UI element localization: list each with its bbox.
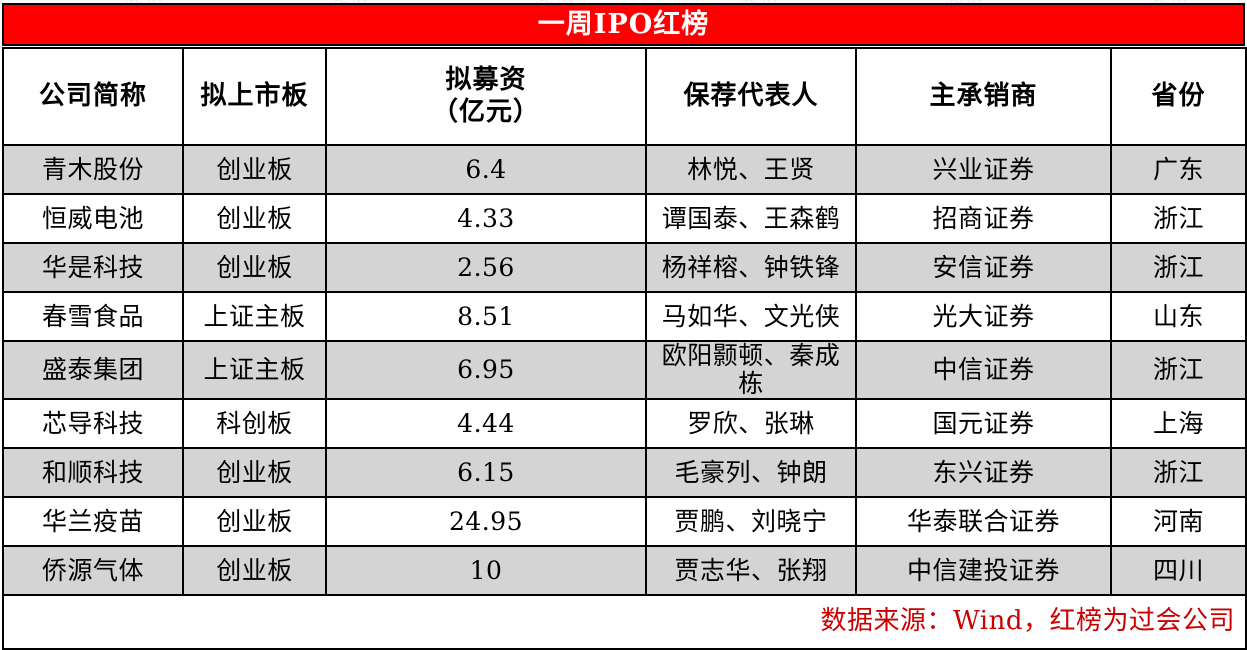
cell-sponsors: 杨祥榕、钟铁锋 [645, 242, 858, 293]
cell-company: 华是科技 [2, 242, 184, 293]
cell-amount: 6.15 [324, 447, 648, 498]
cell-company: 青木股份 [2, 144, 184, 195]
table-row: 芯导科技 科创板 4.44 罗欣、张琳 国元证券 上海 [2, 398, 1247, 449]
cell-province: 河南 [1110, 496, 1247, 547]
cell-board: 上证主板 [182, 291, 327, 342]
table-row: 和顺科技 创业板 6.15 毛豪列、钟朗 东兴证券 浙江 [2, 447, 1247, 498]
table-row: 恒威电池 创业板 4.33 谭国泰、王森鹤 招商证券 浙江 [2, 193, 1247, 244]
cell-board: 创业板 [182, 447, 327, 498]
cell-company: 芯导科技 [2, 398, 184, 449]
cell-sponsors: 欧阳颢顿、秦成栋 [645, 340, 858, 400]
table-row: 盛泰集团 上证主板 6.95 欧阳颢顿、秦成栋 中信证券 浙江 [2, 340, 1247, 400]
cell-sponsors: 罗欣、张琳 [645, 398, 858, 449]
cell-underwriter: 招商证券 [855, 193, 1113, 244]
cell-underwriter: 国元证券 [855, 398, 1113, 449]
cell-company: 春雪食品 [2, 291, 184, 342]
cell-sponsors: 贾志华、张翔 [645, 545, 858, 596]
column-header-province: 省份 [1110, 47, 1247, 146]
cell-sponsors: 毛豪列、钟朗 [645, 447, 858, 498]
cell-amount: 24.95 [324, 496, 648, 547]
cell-province: 四川 [1110, 545, 1247, 596]
cell-underwriter: 华泰联合证券 [855, 496, 1113, 547]
cell-province: 山东 [1110, 291, 1247, 342]
cell-underwriter: 中信证券 [855, 340, 1113, 400]
column-header-board: 拟上市板 [182, 47, 327, 146]
cell-sponsors: 林悦、王贤 [645, 144, 858, 195]
cell-board: 创业板 [182, 193, 327, 244]
ipo-data-table: 公司简称 拟上市板 拟募资 （亿元） 保荐代表人 主承销商 省份 青木股份 创业板… [1, 47, 1247, 650]
cell-province: 广东 [1110, 144, 1247, 195]
page-title: 一周IPO红榜 [537, 9, 710, 40]
table-row: 青木股份 创业板 6.4 林悦、王贤 兴业证券 广东 [2, 144, 1247, 195]
cell-board: 创业板 [182, 144, 327, 195]
cell-province: 浙江 [1110, 242, 1247, 293]
table-row: 华兰疫苗 创业板 24.95 贾鹏、刘晓宁 华泰联合证券 河南 [2, 496, 1247, 547]
table-row: 春雪食品 上证主板 8.51 马如华、文光侠 光大证券 山东 [2, 291, 1247, 342]
header-row: 公司简称 拟上市板 拟募资 （亿元） 保荐代表人 主承销商 省份 [2, 47, 1247, 146]
cell-underwriter: 光大证券 [855, 291, 1113, 342]
column-header-amount-line1: 拟募资 [445, 64, 527, 95]
cell-amount: 6.95 [324, 340, 648, 400]
cell-sponsors: 谭国泰、王森鹤 [645, 193, 858, 244]
cell-underwriter: 中信建投证券 [855, 545, 1113, 596]
cell-amount: 8.51 [324, 291, 648, 342]
table-header: 公司简称 拟上市板 拟募资 （亿元） 保荐代表人 主承销商 省份 [2, 47, 1247, 146]
cell-province: 浙江 [1110, 447, 1247, 498]
cell-amount: 10 [324, 545, 648, 596]
cell-underwriter: 安信证券 [855, 242, 1113, 293]
cell-amount: 4.44 [324, 398, 648, 449]
cell-province: 浙江 [1110, 340, 1247, 400]
cell-province: 上海 [1110, 398, 1247, 449]
cell-company: 侨源气体 [2, 545, 184, 596]
cell-board: 上证主板 [182, 340, 327, 400]
cell-amount: 4.33 [324, 193, 648, 244]
footer-row: 数据来源：Wind，红榜为过会公司 [1, 594, 1247, 650]
cell-board: 创业板 [182, 242, 327, 293]
cell-amount: 2.56 [324, 242, 648, 293]
data-source-note: 数据来源：Wind，红榜为过会公司 [1, 594, 1247, 650]
table-row: 华是科技 创业板 2.56 杨祥榕、钟铁锋 安信证券 浙江 [2, 242, 1247, 293]
cell-company: 恒威电池 [2, 193, 184, 244]
cell-board: 科创板 [182, 398, 327, 449]
column-header-company: 公司简称 [2, 47, 184, 146]
table-row: 侨源气体 创业板 10 贾志华、张翔 中信建投证券 四川 [2, 545, 1247, 596]
title-banner: 一周IPO红榜 [2, 3, 1245, 46]
column-header-amount: 拟募资 （亿元） [324, 47, 648, 146]
cell-board: 创业板 [182, 545, 327, 596]
column-header-underwriter: 主承销商 [855, 47, 1113, 146]
cell-board: 创业板 [182, 496, 327, 547]
cell-province: 浙江 [1110, 193, 1247, 244]
cell-underwriter: 东兴证券 [855, 447, 1113, 498]
table-body: 青木股份 创业板 6.4 林悦、王贤 兴业证券 广东 恒威电池 创业板 4.33 谭国泰、王森鹤招… [2, 144, 1247, 596]
column-header-amount-line2: （亿元） [432, 96, 541, 127]
cell-sponsors: 马如华、文光侠 [645, 291, 858, 342]
cell-amount: 6.4 [324, 144, 648, 195]
table-footer: 数据来源：Wind，红榜为过会公司 [1, 594, 1247, 650]
column-header-sponsors: 保荐代表人 [645, 47, 858, 146]
cell-underwriter: 兴业证券 [855, 144, 1113, 195]
cell-company: 和顺科技 [2, 447, 184, 498]
cell-sponsors: 贾鹏、刘晓宁 [645, 496, 858, 547]
cell-company: 盛泰集团 [2, 340, 184, 400]
cell-company: 华兰疫苗 [2, 496, 184, 547]
